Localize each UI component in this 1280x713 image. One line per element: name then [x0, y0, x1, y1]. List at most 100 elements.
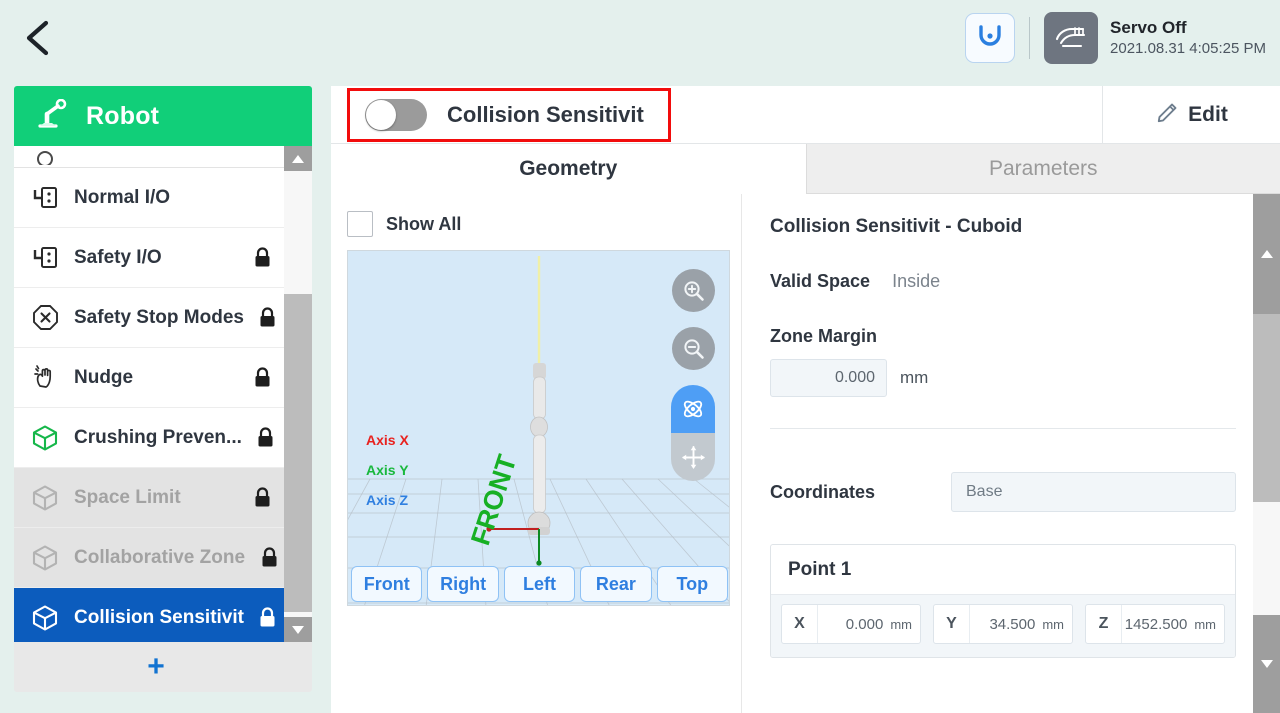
lock-icon [256, 427, 276, 448]
sidebar-item-safety-stop-modes[interactable]: Safety Stop Modes [14, 288, 284, 348]
point-x-axis-label: X [782, 605, 818, 643]
status-text-group: Servo Off 2021.08.31 4:05:25 PM [1110, 17, 1266, 59]
point-z-value: 1452.500 [1124, 615, 1188, 633]
sidebar-item-nudge[interactable]: Nudge [14, 348, 284, 408]
sidebar-header: Robot [14, 86, 312, 146]
sidebar-item-normal-io[interactable]: Normal I/O [14, 168, 284, 228]
sidebar-item-label: Nudge [74, 366, 134, 388]
lock-icon [259, 547, 279, 568]
add-item-button[interactable]: + [14, 642, 298, 692]
details-title: Collision Sensitivit - Cuboid [770, 216, 1023, 237]
zone-margin-unit: mm [900, 368, 929, 387]
sidebar-item-safety-io[interactable]: Safety I/O [14, 228, 284, 288]
details-scrollbar[interactable] [1253, 194, 1280, 713]
sidebar-item-partial[interactable] [14, 146, 284, 168]
toggle-row: Collision Sensitivit Edit [331, 86, 1280, 144]
hand-teach-icon [1053, 21, 1089, 56]
coordinates-row: Coordinates Base [770, 472, 1280, 512]
show-all-checkbox[interactable] [347, 211, 373, 237]
cube-outline-icon [30, 603, 60, 633]
lock-icon [258, 307, 278, 328]
view-top-button[interactable]: Top [656, 566, 729, 602]
cube-outline-icon [30, 483, 60, 513]
sidebar-item-space-limit[interactable]: Space Limit [14, 468, 284, 528]
point-y-field[interactable]: Y 34.500 mm [933, 604, 1073, 644]
lock-icon [252, 247, 272, 268]
point-z-axis-label: Z [1086, 605, 1122, 643]
view-left-button[interactable]: Left [503, 566, 576, 602]
zone-margin-input[interactable]: 0.000 [770, 359, 887, 397]
servo-power-button[interactable] [965, 13, 1016, 63]
status-cluster: Servo Off 2021.08.31 4:05:25 PM [965, 12, 1266, 64]
show-all-row[interactable]: Show All [347, 210, 741, 238]
robot-3d-viewport[interactable]: FRONT Axis X Axis Y Axis Z [347, 250, 730, 606]
sidebar-item-collision-sensitivit[interactable]: Collision Sensitivit [14, 588, 284, 642]
tab-bar: Geometry Parameters [331, 144, 1280, 194]
tab-geometry[interactable]: Geometry [331, 144, 806, 194]
point-z-field[interactable]: Z 1452.500 mm [1085, 604, 1225, 644]
sidebar-list: Normal I/O Safety I/O [14, 146, 284, 642]
front-marker-text: FRONT [465, 451, 522, 549]
tab-geometry-label: Geometry [519, 156, 618, 180]
scroll-down-button[interactable] [284, 617, 312, 642]
sidebar-item-label: Space Limit [74, 486, 181, 508]
valid-space-key: Valid Space [770, 271, 871, 291]
point-card: Point 1 X 0.000 mm Y 34.500 mm [770, 544, 1236, 658]
partial-icon [30, 146, 60, 167]
show-all-label: Show All [386, 213, 462, 234]
axis-x-label: Axis X [366, 432, 409, 448]
point-title: Point 1 [771, 545, 1235, 595]
zone-margin-key: Zone Margin [770, 326, 877, 346]
scroll-up-button[interactable] [284, 146, 312, 171]
section-divider [770, 428, 1236, 429]
pan-view-icon[interactable] [671, 433, 715, 481]
zoom-out-icon[interactable] [672, 327, 715, 370]
cube-outline-icon [30, 543, 60, 573]
details-scroll-up-button[interactable] [1253, 194, 1280, 314]
chevron-left-icon [21, 18, 55, 58]
robot-arm-icon [36, 98, 70, 134]
coordinates-select[interactable]: Base [951, 472, 1236, 512]
status-timestamp: 2021.08.31 4:05:25 PM [1110, 40, 1266, 58]
rotate-view-icon[interactable] [671, 385, 715, 433]
sidebar-item-collaborative-zone[interactable]: Collaborative Zone [14, 528, 284, 588]
coordinates-key: Coordinates [770, 481, 876, 502]
axis-z-label: Axis Z [366, 492, 409, 508]
point-y-unit: mm [1042, 616, 1064, 632]
toggle-knob [366, 100, 396, 130]
details-scrollbar-thumb[interactable] [1253, 314, 1280, 502]
io-port-icon [30, 243, 60, 273]
top-bar: Servo Off 2021.08.31 4:05:25 PM [0, 0, 1280, 75]
status-title: Servo Off [1110, 18, 1187, 37]
zone-margin-row: 0.000 mm [770, 359, 1280, 397]
view-rear-button[interactable]: Rear [580, 566, 652, 602]
scrollbar-thumb[interactable] [284, 294, 312, 612]
edit-label: Edit [1188, 103, 1228, 126]
sidebar-item-label: Normal I/O [74, 186, 171, 208]
toggle-label: Collision Sensitivit [447, 102, 644, 127]
point-x-field[interactable]: X 0.000 mm [781, 604, 921, 644]
axis-y-label: Axis Y [366, 462, 409, 478]
details-pane: Collision Sensitivit - Cuboid Valid Spac… [742, 194, 1280, 713]
sidebar-scrollbar[interactable] [284, 146, 312, 642]
lock-icon [252, 367, 272, 388]
sidebar-item-label: Collision Sensitivit [74, 606, 244, 628]
zoom-in-icon[interactable] [672, 269, 715, 312]
tab-parameters[interactable]: Parameters [805, 144, 1280, 194]
details-scroll-down-button[interactable] [1253, 615, 1280, 713]
teach-mode-button[interactable] [1044, 12, 1099, 64]
enable-toggle-switch[interactable] [365, 99, 427, 131]
geometry-pane: Show All [331, 194, 742, 713]
view-mode-switch[interactable] [671, 385, 715, 481]
collision-sensitivity-toggle-group[interactable]: Collision Sensitivit [347, 88, 671, 142]
view-front-button[interactable]: Front [351, 566, 423, 602]
lock-icon [258, 607, 278, 628]
back-button[interactable] [12, 12, 64, 64]
header-divider [1029, 17, 1031, 59]
sidebar-item-label: Crushing Preven... [74, 426, 242, 448]
view-preset-buttons: Front Right Left Rear Top [348, 563, 729, 605]
view-right-button[interactable]: Right [427, 566, 499, 602]
sidebar-item-crushing-prevention[interactable]: Crushing Preven... [14, 408, 284, 468]
edit-button[interactable]: Edit [1102, 86, 1280, 144]
stop-octagon-icon [30, 303, 60, 333]
